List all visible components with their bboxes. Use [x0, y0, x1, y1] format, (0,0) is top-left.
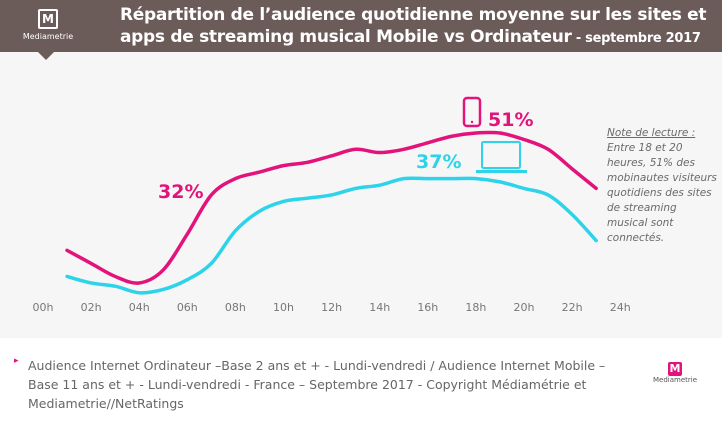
- x-tick-label: 08h: [225, 301, 246, 314]
- footer-logo: M Mediametrie: [652, 362, 698, 384]
- data-label: 32%: [158, 181, 203, 203]
- x-tick-label: 18h: [465, 301, 486, 314]
- smartphone-icon: [462, 96, 482, 128]
- header: M Mediametrie Répartition de l’audience …: [0, 0, 722, 52]
- source-footnote: Audience Internet Ordinateur –Base 2 ans…: [28, 358, 606, 411]
- computer-series-line: [65, 176, 598, 295]
- x-tick-label: 06h: [177, 301, 198, 314]
- x-tick-label: 02h: [81, 301, 102, 314]
- x-tick-label: 24h: [610, 301, 631, 314]
- header-pointer: [38, 52, 54, 60]
- mobile-series-line: [65, 130, 598, 285]
- chart-area: [0, 52, 722, 338]
- data-label: 51%: [488, 109, 533, 131]
- mediametrie-logo: M Mediametrie: [18, 8, 78, 41]
- reading-note: Note de lecture : Entre 18 et 20 heures,…: [607, 127, 717, 244]
- x-tick-label: 16h: [417, 301, 438, 314]
- laptop-icon: [481, 141, 521, 169]
- x-tick-label: 04h: [129, 301, 150, 314]
- bullet-icon: ▸: [14, 356, 19, 366]
- x-tick-label: 14h: [369, 301, 390, 314]
- x-tick-label: 10h: [273, 301, 294, 314]
- x-tick-label: 20h: [514, 301, 535, 314]
- x-tick-label: 12h: [321, 301, 342, 314]
- page-title: Répartition de l’audience quotidienne mo…: [120, 5, 707, 47]
- x-tick-label: 22h: [562, 301, 583, 314]
- data-label: 37%: [416, 151, 461, 173]
- smartphone-button: [470, 120, 474, 124]
- x-tick-label: 00h: [33, 301, 54, 314]
- laptop-base: [476, 170, 527, 173]
